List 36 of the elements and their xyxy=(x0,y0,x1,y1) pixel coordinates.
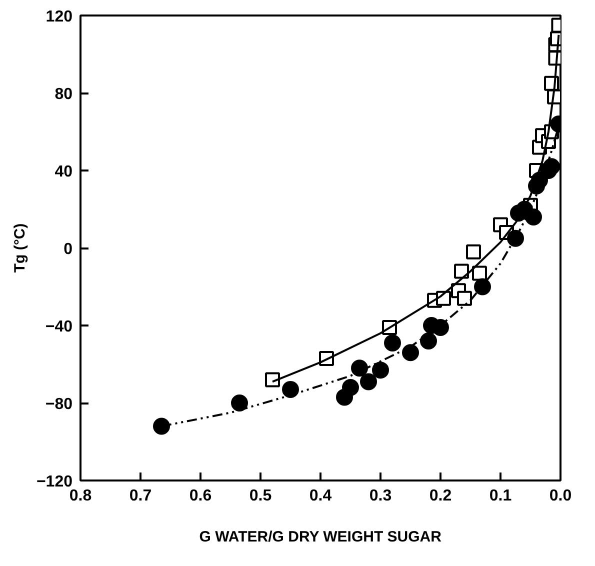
x-tick-label: 0.1 xyxy=(489,488,512,504)
x-tick-label: 0.4 xyxy=(309,488,332,504)
point xyxy=(507,230,524,247)
y-tick-label: 80 xyxy=(54,86,73,103)
x-tick-label: 0.6 xyxy=(189,488,212,504)
x-axis-title: G WATER/G DRY WEIGHT SUGAR xyxy=(199,528,442,546)
point xyxy=(265,372,280,388)
y-tick-label: −120 xyxy=(36,474,73,490)
point xyxy=(282,380,299,398)
point xyxy=(372,362,389,379)
point xyxy=(231,394,248,412)
y-tick-label: 120 xyxy=(46,8,73,26)
y-tick-label: 0 xyxy=(64,241,73,258)
point xyxy=(153,418,170,435)
y-tick-label: −40 xyxy=(45,318,73,336)
y-axis-title: Tg (°C) xyxy=(11,223,28,273)
x-tick-label: 0.3 xyxy=(369,488,392,504)
point xyxy=(457,290,472,306)
point xyxy=(402,344,419,362)
x-tick-label: 0.0 xyxy=(549,488,572,504)
point xyxy=(466,244,481,260)
point xyxy=(360,373,377,390)
x-tick-label: 0.2 xyxy=(429,488,452,504)
point xyxy=(474,278,491,296)
point xyxy=(543,158,560,176)
x-tick-label: 0.7 xyxy=(129,488,152,504)
x-tick-label: 0.5 xyxy=(249,488,272,504)
point xyxy=(454,264,469,279)
point xyxy=(525,208,542,226)
point xyxy=(351,360,368,377)
point xyxy=(384,334,401,352)
point xyxy=(342,379,359,396)
y-tick-label: 40 xyxy=(54,164,73,180)
y-tick-label: −80 xyxy=(45,396,73,413)
x-tick-label: 0.8 xyxy=(69,488,92,504)
point xyxy=(420,332,437,350)
